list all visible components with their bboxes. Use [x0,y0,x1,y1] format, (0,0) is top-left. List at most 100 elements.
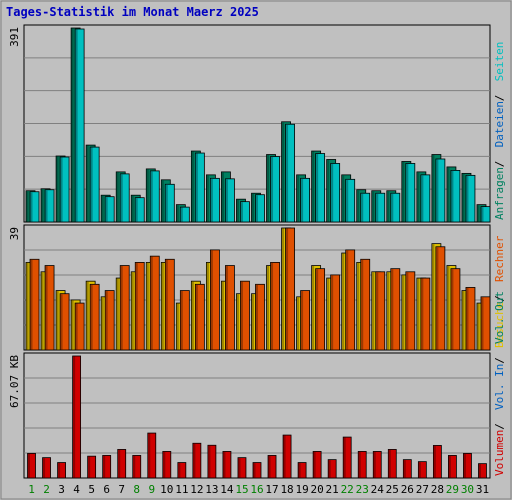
bar-dateien-day-30 [465,174,476,223]
bar-shade [466,287,469,350]
x-tick-label-day-21: 21 [326,483,339,496]
bar-volumen-day-29 [448,455,457,479]
bar-rechner-day-11 [179,290,190,351]
bar-shade [376,193,379,222]
bar-shade [45,266,48,350]
bar-shade [451,269,454,350]
x-tick-label-day-8: 8 [133,483,140,496]
bar-shade [26,262,29,350]
bar-shade [28,453,31,478]
bar-rechner-day-28 [435,246,446,351]
bar-shade [45,190,48,222]
bar-rechner-day-25 [390,268,401,351]
bar-rechner-day-24 [375,271,386,351]
bar-shade [210,178,213,222]
bar-shade [195,153,198,222]
bar-rechner-day-27 [420,277,431,351]
legend-volumen: Volumen [493,430,506,476]
bar-dateien-day-25 [390,192,401,223]
bar-shade [388,449,391,478]
bar-shade [421,175,424,222]
bar-shade [86,145,89,222]
bar-shade [282,228,285,350]
bar-dateien-day-28 [435,158,446,223]
bar-rechner-day-29 [450,268,461,351]
bar-rechner-day-8 [134,262,145,351]
bar-shade [312,151,315,222]
bar-shade [252,193,254,222]
bar-rechner-day-30 [465,287,476,351]
bar-shade [236,294,239,350]
bar-shade [346,179,349,222]
bar-shade [387,191,390,222]
bar-shade [447,266,450,350]
x-tick-label-day-20: 20 [311,483,324,496]
bar-rechner-day-4 [74,302,85,351]
bar-dateien-day-11 [179,206,190,223]
bar-rechner-day-20 [315,268,326,351]
legend-vol-out: Vol. Out [493,291,506,344]
bar-shade [346,250,349,350]
bar-dateien-day-24 [375,192,386,223]
bar-shade [148,433,151,478]
bar-shade [298,463,301,478]
bar-rechner-day-14 [225,265,235,351]
bar-dateien-day-15 [240,201,250,223]
bar-shade [41,189,44,222]
bar-shade [391,193,394,222]
x-tick-label-day-22: 22 [341,483,354,496]
bar-shade [221,172,224,222]
bar-shade [436,247,439,350]
bar-shade [165,184,168,222]
bar-shade [41,272,44,350]
bar-shade [357,262,360,350]
bar-dateien-day-23 [360,192,371,223]
x-tick-label-day-27: 27 [416,483,429,496]
bar-volumen-day-23 [357,451,367,479]
bar-volumen-day-10 [162,451,172,479]
bar-volumen-day-14 [222,451,232,479]
bar-rechner-day-9 [149,255,160,351]
bar-shade [86,281,89,350]
bar-volumen-day-17 [267,455,277,479]
chart-title: Tages-Statistik im Monat Maerz 2025 [6,5,259,19]
bar-dateien-day-12 [194,152,205,223]
bar-shade [283,435,286,478]
side-label-separator: / [493,161,506,168]
bar-rechner-day-1 [29,258,40,351]
bar-volumen-day-1 [27,453,36,479]
bar-shade [56,291,59,350]
bar-dateien-day-9 [149,170,160,223]
bar-volumen-day-26 [402,459,412,479]
bar-shade [116,172,119,222]
bar-shade [376,272,379,350]
bar-shade [432,155,435,222]
bar-dateien-day-5 [89,146,100,223]
bar-shade [210,250,213,350]
x-tick-label-day-6: 6 [103,483,110,496]
bar-shade [88,456,91,478]
bar-shade [60,294,63,350]
bar-rechner-day-7 [119,265,130,351]
bar-volumen-day-20 [312,451,322,479]
bar-shade [180,291,183,350]
bar-shade [286,124,289,222]
bar-shade [225,179,228,222]
x-tick-label-day-3: 3 [58,483,65,496]
bar-volumen-day-8 [132,455,142,479]
bar-shade [372,272,375,350]
bar-shade [447,167,450,222]
side-label-separator: / [493,295,506,302]
bar-shade [60,157,63,222]
bar-volumen-day-7 [117,449,127,479]
bar-shade [176,205,179,222]
bar-shade [361,259,364,350]
bar-shade [221,281,224,350]
bar-rechner-day-16 [255,283,265,351]
bar-shade [361,193,364,222]
x-tick-label-day-28: 28 [431,483,444,496]
x-tick-label-day-17: 17 [265,483,278,496]
bar-shade [150,256,153,350]
